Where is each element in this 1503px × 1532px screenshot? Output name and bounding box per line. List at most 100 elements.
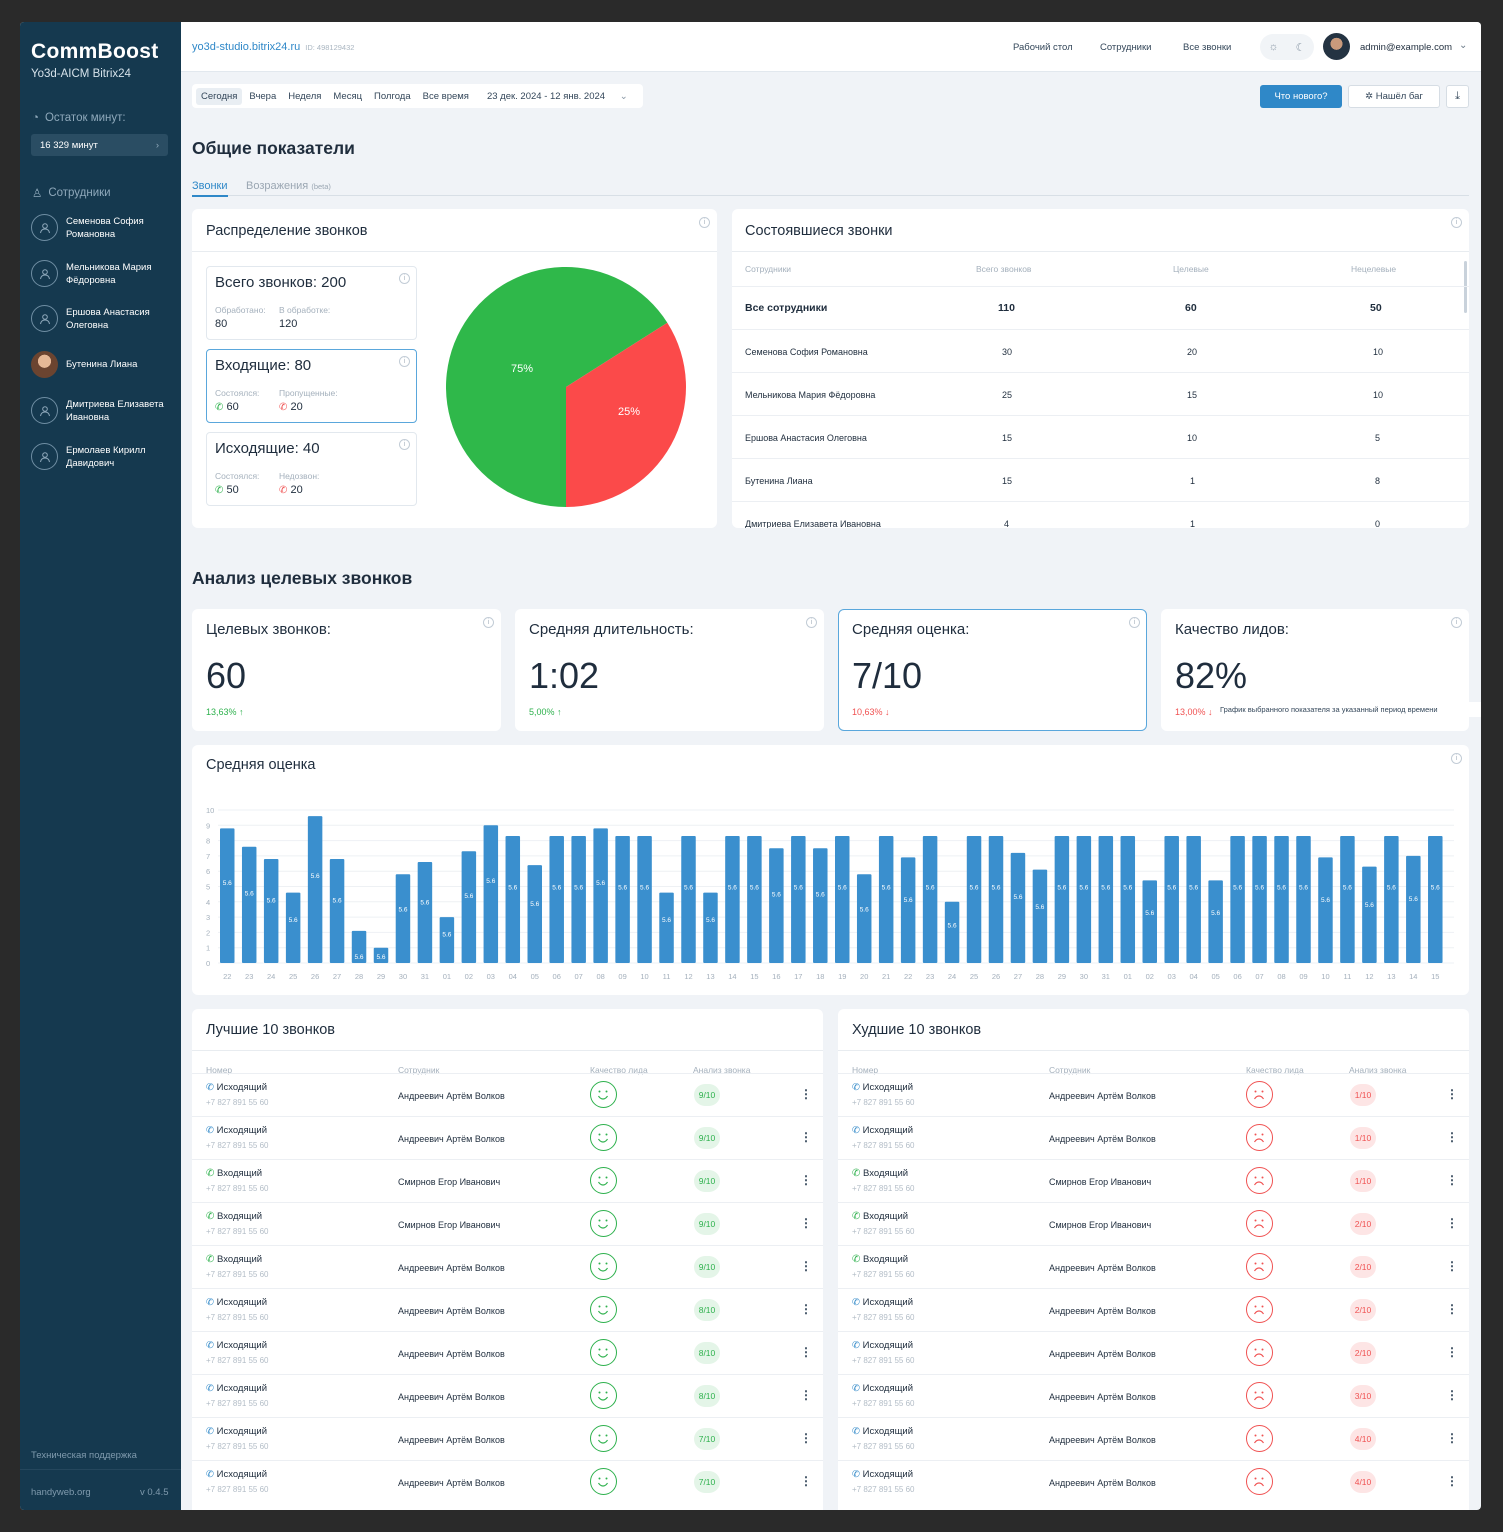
list-item[interactable]: ✆ Входящий +7 827 891 55 60 Смирнов Егор И…	[838, 1202, 1469, 1245]
chart-bar[interactable]	[1318, 857, 1333, 963]
whats-new-button[interactable]: Что нового?	[1260, 85, 1342, 108]
sidebar-employee[interactable]: Ермолаев Кирилл Давидович	[31, 443, 176, 470]
chart-bar[interactable]	[1054, 836, 1070, 963]
chart-bar[interactable]	[395, 874, 411, 963]
incoming-calls-stat[interactable]: Входящие: 80 i Состоялся: Пропущенные: ✆…	[206, 349, 417, 423]
more-options-icon[interactable]: ⋮	[1446, 1259, 1458, 1273]
list-item[interactable]: ✆ Исходящий +7 827 891 55 60 Андреевич Арт…	[838, 1288, 1469, 1331]
support-link[interactable]: Техническая поддержка	[31, 1450, 137, 1461]
more-options-icon[interactable]: ⋮	[1446, 1431, 1458, 1445]
list-item[interactable]: ✆ Входящий +7 827 891 55 60 Смирнов Егор И…	[838, 1159, 1469, 1202]
more-options-icon[interactable]: ⋮	[800, 1345, 812, 1359]
chart-bar[interactable]	[351, 930, 367, 963]
more-options-icon[interactable]: ⋮	[1446, 1087, 1458, 1101]
kpi-avg-score[interactable]: Средняя оценка: i 7/10 10,63% ↓	[838, 609, 1147, 731]
chart-bar[interactable]	[615, 836, 630, 963]
scrollbar[interactable]	[1464, 261, 1467, 313]
chart-bar[interactable]	[1428, 836, 1443, 963]
more-options-icon[interactable]: ⋮	[800, 1173, 812, 1187]
more-options-icon[interactable]: ⋮	[800, 1431, 812, 1445]
chart-bar[interactable]	[878, 836, 894, 963]
list-item[interactable]: ✆ Исходящий +7 827 891 55 60 Андреевич Арт…	[192, 1460, 823, 1503]
chart-bar[interactable]	[681, 836, 696, 963]
list-item[interactable]: ✆ Исходящий +7 827 891 55 60 Андреевич Арт…	[192, 1073, 823, 1116]
info-icon[interactable]: i	[1451, 753, 1462, 764]
info-icon[interactable]: i	[1129, 617, 1140, 628]
list-item[interactable]: ✆ Исходящий +7 827 891 55 60 Андреевич Арт…	[838, 1460, 1469, 1503]
chart-bar[interactable]	[1406, 855, 1421, 963]
info-icon[interactable]: i	[1451, 217, 1462, 228]
chart-bar[interactable]	[856, 874, 872, 963]
theme-toggle[interactable]: ☼ ☾	[1260, 34, 1314, 60]
chart-bar[interactable]	[285, 892, 301, 963]
chart-bar[interactable]	[747, 836, 762, 963]
chart-bar[interactable]	[725, 836, 740, 963]
table-row[interactable]: Все сотрудники 110 60 50	[732, 286, 1469, 329]
chart-bar[interactable]	[1296, 836, 1311, 963]
more-options-icon[interactable]: ⋮	[1446, 1216, 1458, 1230]
chart-bar[interactable]	[263, 858, 279, 963]
nav-employees[interactable]: Сотрудники	[1100, 42, 1152, 53]
table-row[interactable]: Дмитриева Елизавета Ивановна 4 1 0	[732, 501, 1469, 528]
chart-bar[interactable]	[922, 836, 938, 963]
period-yesterday[interactable]: Вчера	[249, 90, 277, 102]
chart-bar[interactable]	[373, 947, 389, 963]
pie-slice-green[interactable]	[446, 267, 668, 507]
chart-bar[interactable]	[527, 865, 542, 963]
chart-bar[interactable]	[483, 825, 499, 963]
footer-site-link[interactable]: handyweb.org	[31, 1487, 91, 1498]
sidebar-employee[interactable]: Мельникова Мария Фёдоровна	[31, 260, 176, 287]
list-item[interactable]: ✆ Исходящий +7 827 891 55 60 Андреевич Арт…	[838, 1331, 1469, 1374]
info-icon[interactable]: i	[699, 217, 710, 228]
download-button[interactable]: ⤓	[1446, 85, 1469, 108]
chart-bar[interactable]	[1010, 852, 1026, 963]
chart-bar[interactable]	[1208, 880, 1223, 963]
sidebar-employee[interactable]: Ершова Анастасия Олеговна	[31, 305, 176, 332]
chart-bar[interactable]	[769, 848, 784, 963]
chart-bar[interactable]	[703, 892, 718, 963]
list-item[interactable]: ✆ Входящий +7 827 891 55 60 Смирнов Егор И…	[192, 1159, 823, 1202]
chart-bar[interactable]	[1032, 869, 1048, 963]
more-options-icon[interactable]: ⋮	[800, 1302, 812, 1316]
chart-bar[interactable]	[1252, 836, 1267, 963]
tab-objections[interactable]: Возражения (beta)	[246, 180, 331, 192]
date-range-picker[interactable]: 23 дек. 2024 - 12 янв. 2024 ⌄	[476, 88, 639, 105]
sidebar-employee[interactable]: Бутенина Лиана	[31, 351, 176, 378]
more-options-icon[interactable]: ⋮	[1446, 1388, 1458, 1402]
table-row[interactable]: Семенова София Романовна 30 20 10	[732, 329, 1469, 372]
list-item[interactable]: ✆ Исходящий +7 827 891 55 60 Андреевич Арт…	[838, 1417, 1469, 1460]
chart-bar[interactable]	[900, 857, 916, 963]
minutes-balance-button[interactable]: 16 329 минут ›	[31, 134, 168, 156]
nav-desktop[interactable]: Рабочий стол	[1013, 42, 1073, 53]
more-options-icon[interactable]: ⋮	[800, 1087, 812, 1101]
list-item[interactable]: ✆ Исходящий +7 827 891 55 60 Андреевич Арт…	[192, 1417, 823, 1460]
list-item[interactable]: ✆ Входящий +7 827 891 55 60 Андреевич Артё…	[838, 1245, 1469, 1288]
more-options-icon[interactable]: ⋮	[1446, 1130, 1458, 1144]
chart-bar[interactable]	[571, 836, 586, 963]
info-icon[interactable]: i	[399, 356, 410, 367]
list-item[interactable]: ✆ Исходящий +7 827 891 55 60 Андреевич Арт…	[192, 1288, 823, 1331]
list-item[interactable]: ✆ Входящий +7 827 891 55 60 Смирнов Егор И…	[192, 1202, 823, 1245]
chart-bar[interactable]	[637, 836, 652, 963]
more-options-icon[interactable]: ⋮	[1446, 1302, 1458, 1316]
more-options-icon[interactable]: ⋮	[800, 1388, 812, 1402]
sidebar-employee[interactable]: Дмитриева Елизавета Ивановна	[31, 397, 176, 424]
chart-bar[interactable]	[461, 851, 477, 963]
sidebar-employee[interactable]: Семенова София Романовна	[31, 214, 176, 241]
kpi-target-calls[interactable]: Целевых звонков: i 60 13,63% ↑	[192, 609, 501, 731]
chevron-down-icon[interactable]: ⌄	[1459, 40, 1468, 51]
list-item[interactable]: ✆ Исходящий +7 827 891 55 60 Андреевич Арт…	[838, 1374, 1469, 1417]
chart-bar[interactable]	[417, 862, 433, 963]
chart-bar[interactable]	[1164, 836, 1179, 963]
chart-bar[interactable]	[1274, 836, 1289, 963]
chart-bar[interactable]	[505, 836, 521, 963]
outgoing-calls-stat[interactable]: Исходящие: 40 i Состоялся: Недозвон: ✆ 5…	[206, 432, 417, 506]
chart-bar[interactable]	[966, 836, 982, 963]
list-item[interactable]: ✆ Исходящий +7 827 891 55 60 Андреевич Арт…	[192, 1374, 823, 1417]
info-icon[interactable]: i	[399, 273, 410, 284]
chart-bar[interactable]	[1142, 880, 1157, 963]
more-options-icon[interactable]: ⋮	[800, 1130, 812, 1144]
list-item[interactable]: ✆ Исходящий +7 827 891 55 60 Андреевич Арт…	[192, 1116, 823, 1159]
list-item[interactable]: ✆ Исходящий +7 827 891 55 60 Андреевич Арт…	[838, 1116, 1469, 1159]
user-email[interactable]: admin@example.com	[1360, 42, 1453, 53]
